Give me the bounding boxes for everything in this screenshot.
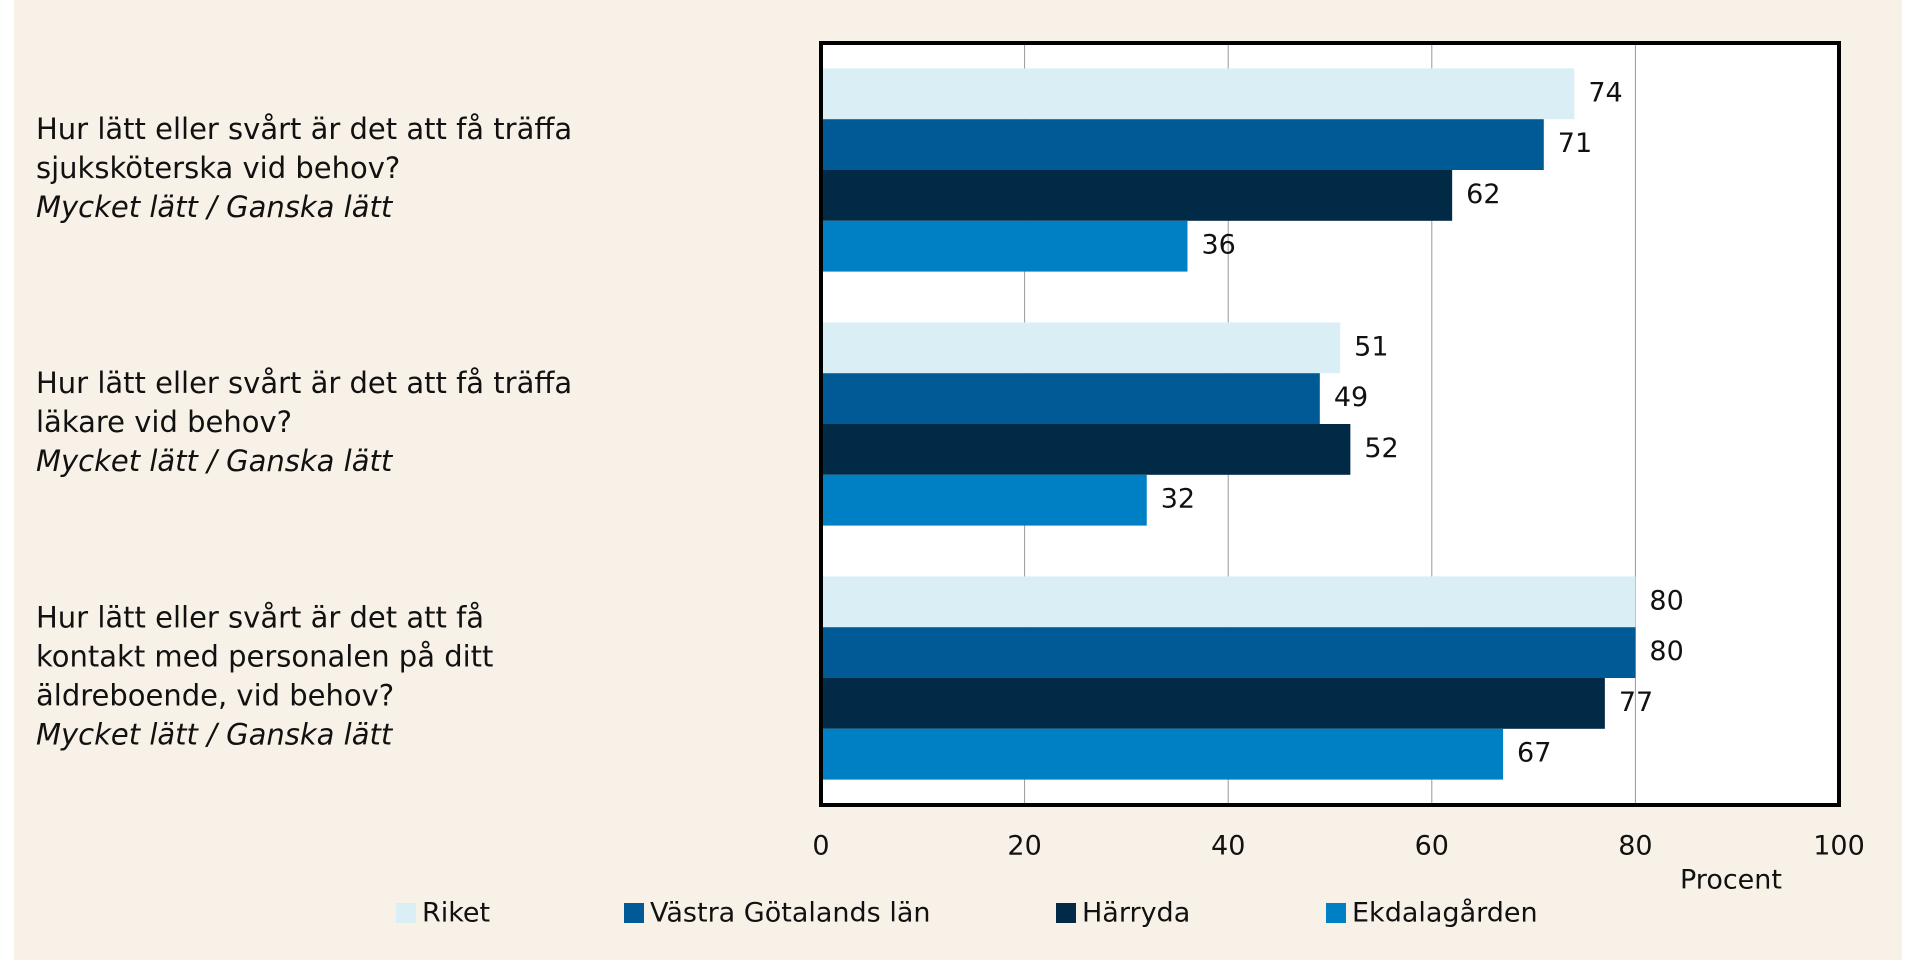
value-label: 80 <box>1649 636 1683 667</box>
value-label: 74 <box>1588 77 1622 108</box>
category-label: läkare vid behov? <box>36 405 292 439</box>
x-tick-label: 20 <box>1007 831 1041 862</box>
category-label: Hur lätt eller svårt är det att få träff… <box>36 112 572 146</box>
legend-item: Ekdalagården <box>1326 898 1538 929</box>
value-label: 71 <box>1558 128 1592 159</box>
legend-swatch <box>396 903 416 923</box>
legend-label: Riket <box>422 898 490 929</box>
value-label: 51 <box>1354 331 1388 362</box>
bar <box>821 576 1636 628</box>
bar <box>821 170 1453 221</box>
legend-item: Riket <box>396 898 490 929</box>
value-label: 62 <box>1466 179 1500 210</box>
legend-label: Ekdalagården <box>1352 898 1538 929</box>
category-label: sjuksköterska vid behov? <box>36 151 400 185</box>
bar <box>821 322 1341 374</box>
value-label: 77 <box>1619 687 1653 718</box>
legend-label: Härryda <box>1082 898 1190 929</box>
bar <box>821 119 1544 170</box>
legend-label: Västra Götalands län <box>650 898 930 929</box>
x-axis-label: Procent <box>1680 865 1782 896</box>
value-label: 32 <box>1161 484 1195 515</box>
x-tick-label: 60 <box>1415 831 1449 862</box>
value-label: 80 <box>1649 585 1683 616</box>
category-answer: Mycket lätt / Ganska lätt <box>36 190 394 224</box>
bar <box>821 728 1504 780</box>
category-answer: Mycket lätt / Ganska lätt <box>36 718 394 752</box>
legend-swatch <box>1326 903 1346 923</box>
bar <box>821 68 1575 120</box>
value-label: 67 <box>1517 738 1551 769</box>
x-tick-label: 40 <box>1211 831 1245 862</box>
bar <box>821 424 1351 475</box>
bar <box>821 474 1147 526</box>
category-answer: Mycket lätt / Ganska lätt <box>36 444 394 478</box>
x-tick-label: 80 <box>1618 831 1652 862</box>
category-label: Hur lätt eller svårt är det att få <box>36 601 484 635</box>
plot-frame <box>819 41 1841 807</box>
category-label: äldreboende, vid behov? <box>36 679 394 713</box>
x-tick-label: 100 <box>1813 831 1865 862</box>
legend-item: Härryda <box>1056 898 1190 929</box>
bar <box>821 678 1605 729</box>
x-tick-label: 0 <box>812 831 829 862</box>
bar <box>821 627 1636 678</box>
category-label: Hur lätt eller svårt är det att få träff… <box>36 366 572 400</box>
bar <box>821 220 1188 272</box>
value-label: 49 <box>1334 382 1368 413</box>
category-label: kontakt med personalen på ditt <box>36 640 493 674</box>
value-label: 36 <box>1201 230 1235 261</box>
value-label: 52 <box>1364 433 1398 464</box>
legend-item: Västra Götalands län <box>624 898 930 929</box>
legend-swatch <box>624 903 644 923</box>
bar <box>821 373 1320 424</box>
legend-swatch <box>1056 903 1076 923</box>
